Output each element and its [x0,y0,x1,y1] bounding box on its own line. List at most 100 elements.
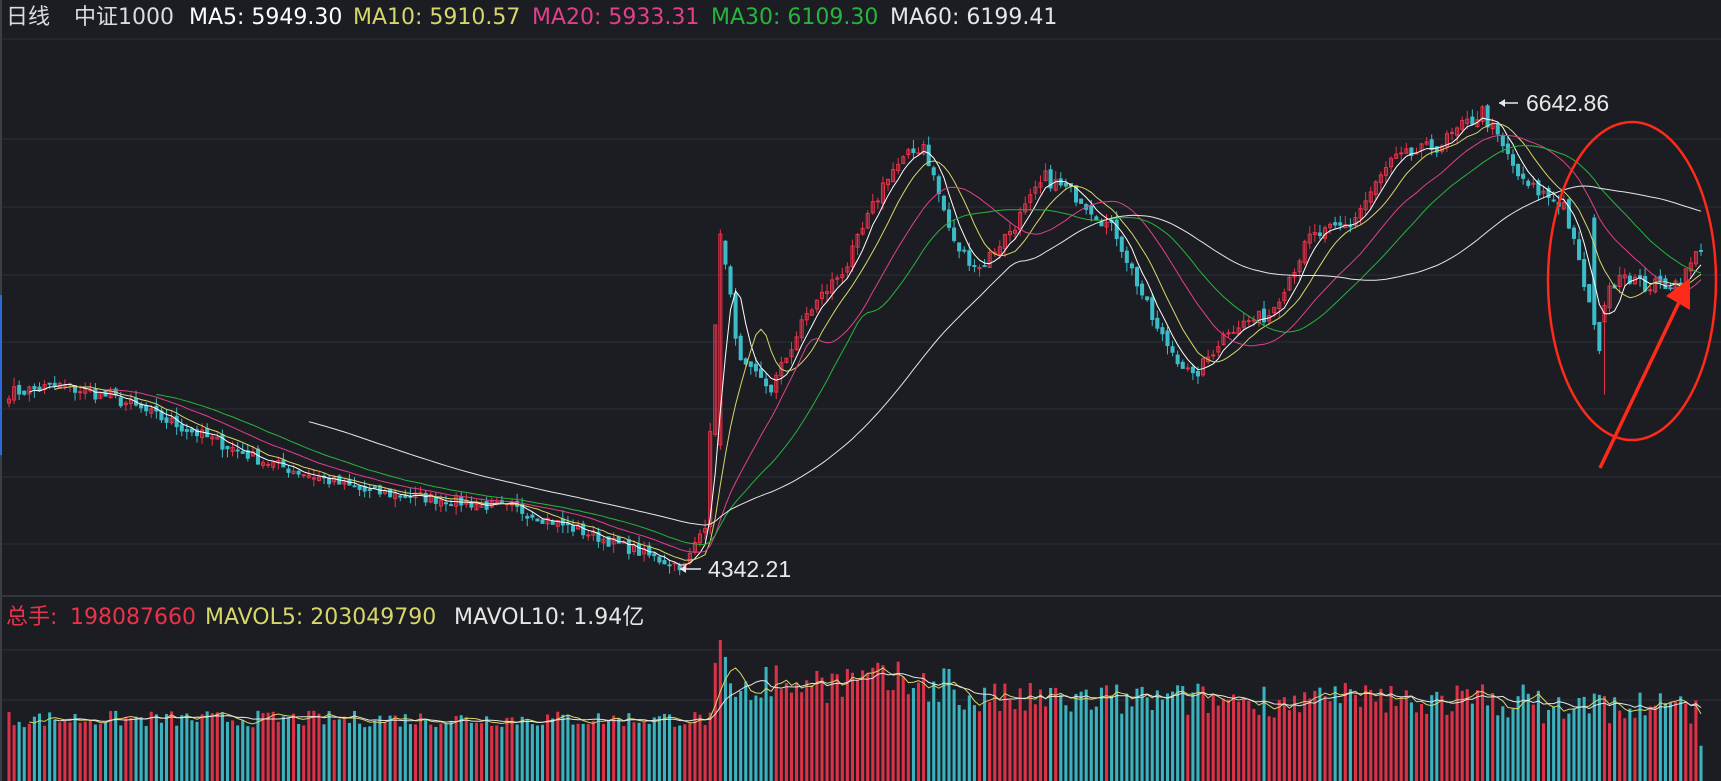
candle [1561,194,1566,211]
volume-bar-up [1399,697,1403,781]
volume-bar-up [307,710,311,781]
candle [962,246,967,254]
volume-bar-up [510,717,514,781]
volume-bar-up [1460,690,1464,781]
volume-bar-down [1679,696,1683,781]
volume-bar-up [1562,718,1566,781]
volume-bar-up [718,640,722,781]
volume-bar-down [947,668,951,781]
volume-bar-up [231,720,235,781]
candle-body-down [118,397,123,407]
candle [1206,349,1211,364]
volume-bar-up [1247,700,1251,781]
volume-bar-down [175,725,179,781]
candle-body-down [1566,199,1571,229]
volume-bar-up [1394,705,1398,781]
candle-body-down [245,450,250,459]
candle [1145,296,1150,302]
volume-bar-down [256,710,260,781]
volume-bar-down [581,723,585,781]
ma60-legend: MA60: 6199.41 [890,5,1057,30]
candle [657,556,662,565]
candle [423,489,428,506]
volume-bar-up [109,711,113,781]
candle [388,488,393,499]
volume-bar-down [1668,702,1673,781]
candle [123,400,128,412]
volume-bar-down [1628,708,1632,781]
volume-bar-up [1694,700,1698,781]
candle-body-down [652,553,657,557]
volume-bar-up [779,689,783,781]
candle-body-up [1450,131,1455,134]
candle-body-up [479,502,484,508]
period-label[interactable]: 日线 [6,5,50,30]
candle-body-down [144,405,149,412]
volume-bar-up [774,665,778,781]
candle [662,554,667,565]
volume-bar-up [393,715,397,781]
volume-bar-down [769,696,773,781]
volume-bar-down [749,700,753,781]
volume-legend: 总手: 198087660 MAVOL5: 203049790 MAVOL10:… [6,605,644,630]
candle [1262,300,1267,326]
candle [52,375,57,390]
candle-body-up [291,470,296,475]
volume-bar-up [1633,717,1637,781]
candle-body-up [210,436,215,440]
volume-bar-up [988,702,992,781]
volume-bar-up [1267,716,1271,781]
candle-body-up [27,386,32,395]
candle [1688,256,1693,278]
volume-bar-down [119,725,123,781]
volume-bar-down [1516,696,1520,781]
candle [952,219,957,243]
candle [1536,178,1541,201]
volume-bar-down [408,724,412,781]
volume-bar-up [505,717,509,781]
candle-body-up [1272,306,1277,314]
candle [713,324,718,437]
candle-body-down [1348,225,1353,228]
candle [367,484,372,499]
volume-bar-down [297,723,301,781]
candle [748,361,753,375]
volume-bar-down [1486,705,1490,781]
candle-body-down [443,502,448,505]
candle [703,519,708,540]
candle-body-up [306,474,311,478]
candle [865,210,870,230]
candle [1592,214,1597,330]
volume-bar-down [444,723,448,781]
candle-body-up [1312,232,1317,235]
volume-bar-up [83,721,87,781]
volume-bar-up [1328,701,1332,781]
candle [1165,326,1170,355]
volume-bar-up [1206,712,1210,781]
candle [601,536,606,551]
volume-bar-down [596,713,600,781]
candle [1383,161,1388,184]
candle-body-up [200,429,205,439]
candle-body-up [718,233,723,446]
candle-body-down [1495,124,1500,135]
candle [1693,251,1698,267]
candle [1333,216,1338,229]
candle-body-down [637,543,642,556]
candle [921,140,926,156]
volume-bar-down [1501,706,1505,781]
candle [93,383,98,404]
candle [652,551,657,562]
volume-bar-down [32,716,36,781]
volume-bar-down [1069,711,1073,781]
volume-bar-up [276,721,280,781]
candle [42,380,47,395]
candle [271,461,276,471]
volume-bar-up [1018,688,1022,781]
candle-body-down [1333,222,1338,226]
candle-body-down [1058,178,1063,186]
candle [261,459,266,469]
candle [784,357,789,364]
candle [1119,235,1124,259]
